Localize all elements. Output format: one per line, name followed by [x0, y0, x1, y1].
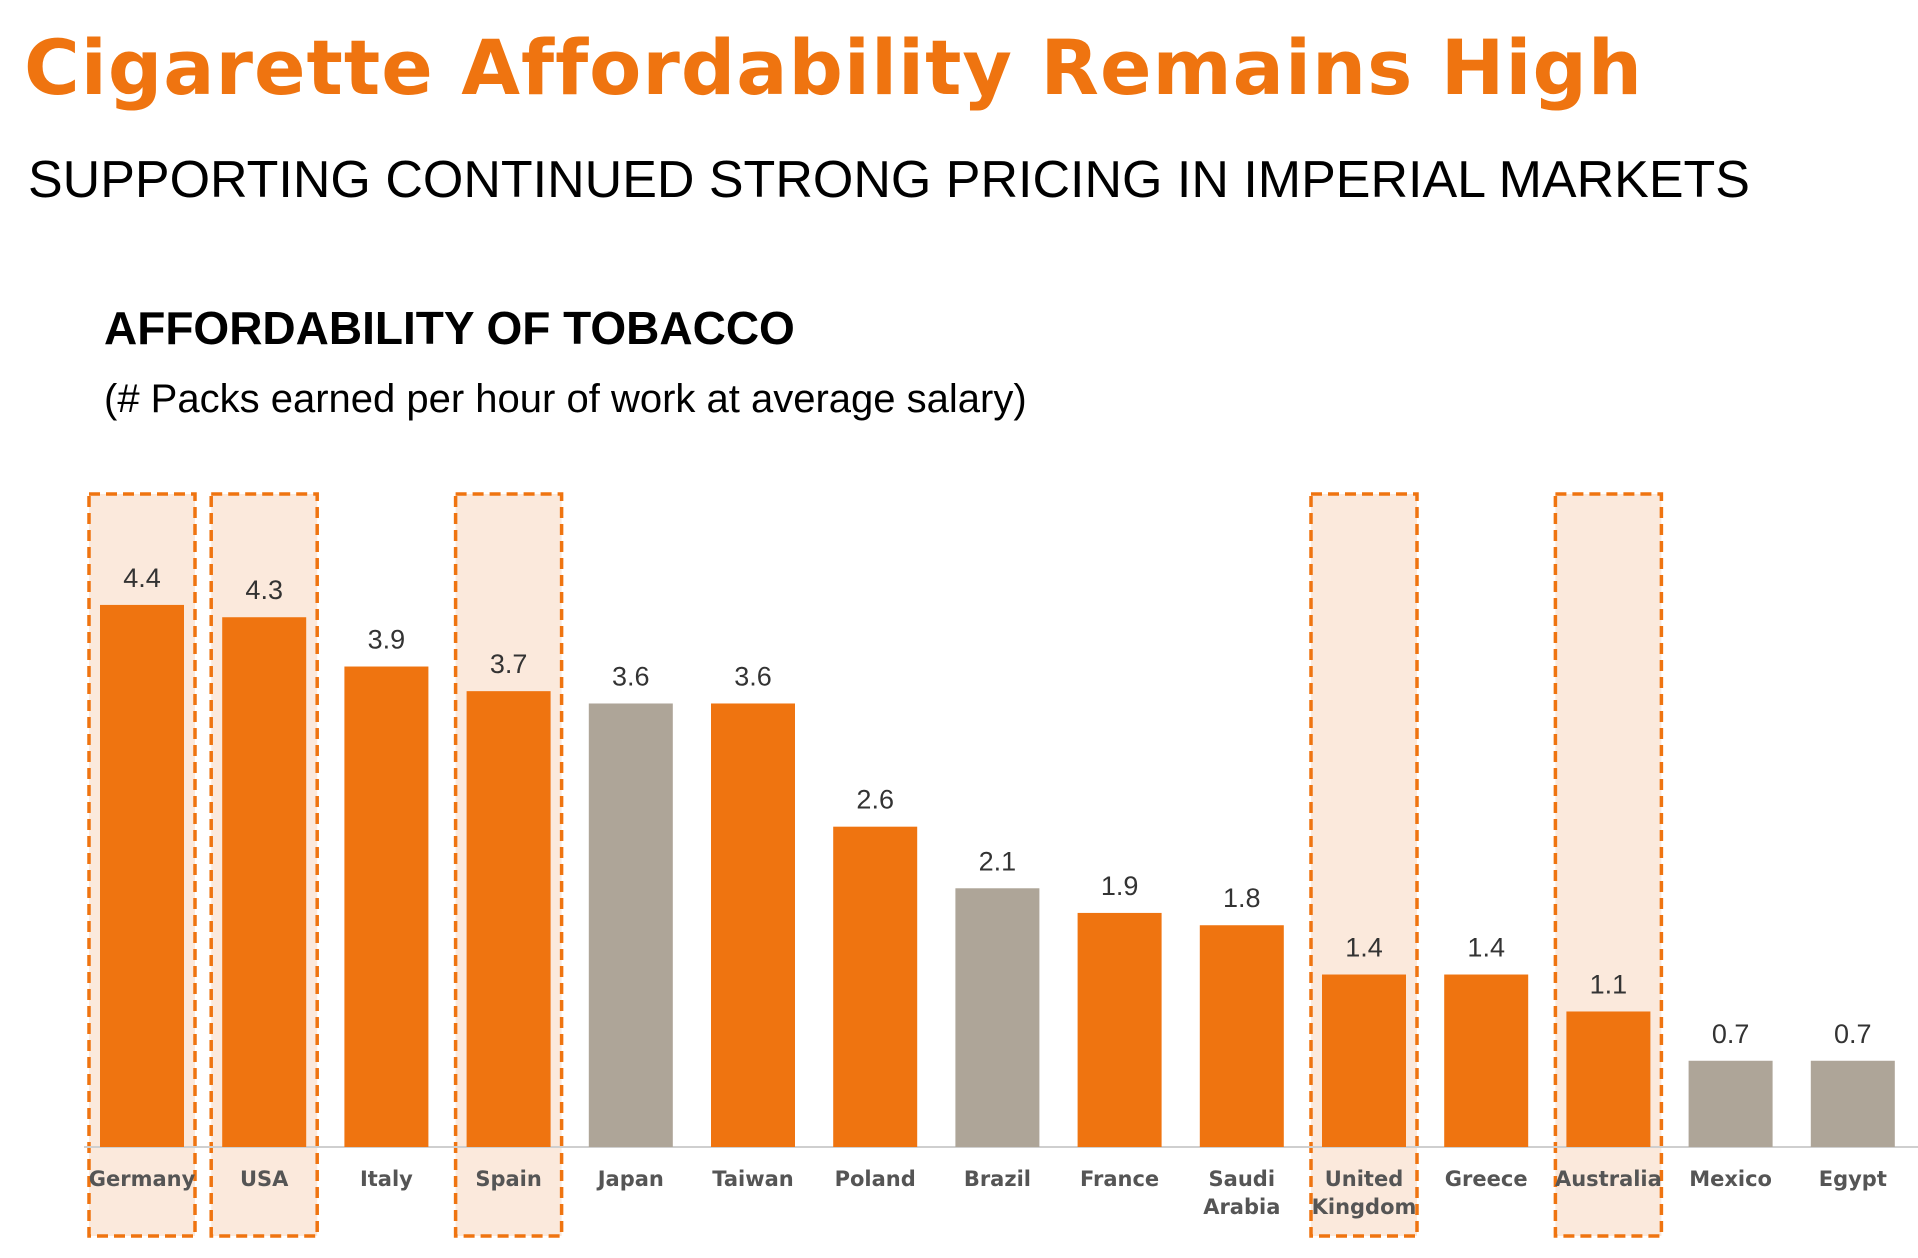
value-label-mexico: 0.7 — [1712, 1019, 1750, 1049]
bar-poland — [833, 826, 918, 1147]
category-label-united-kingdom: United Kingdom — [1312, 1167, 1417, 1219]
category-label-saudi-arabia: Saudi Arabia — [1203, 1167, 1280, 1219]
bar-greece — [1444, 974, 1529, 1147]
bar-germany — [100, 604, 184, 1147]
category-label-taiwan: Taiwan — [712, 1167, 794, 1191]
value-label-saudi-arabia: 1.8 — [1223, 883, 1261, 913]
bar-japan — [588, 703, 673, 1147]
value-label-spain: 3.7 — [490, 649, 528, 679]
category-label-brazil: Brazil — [964, 1167, 1031, 1191]
value-labels: 4.4 4.3 3.9 3.7 3.6 3.6 2.6 2.1 1.9 1.8 1.4 1.4 1.1 0… — [123, 563, 1871, 1049]
value-label-usa: 4.3 — [245, 575, 283, 605]
category-label-usa: USA — [240, 1167, 289, 1191]
category-label-egypt: Egypt — [1819, 1167, 1887, 1191]
category-label-poland: Poland — [835, 1167, 916, 1191]
category-labels: Germany USA Italy Spain Japan Taiwan Poland Bra… — [89, 1167, 1887, 1219]
value-label-italy: 3.9 — [368, 625, 406, 655]
bar-egypt — [1810, 1060, 1895, 1147]
category-label-greece: Greece — [1445, 1167, 1528, 1191]
category-label-france: France — [1080, 1167, 1159, 1191]
chart-title: AFFORDABILITY OF TOBACCO — [104, 302, 795, 354]
value-label-germany: 4.4 — [123, 563, 161, 593]
bar-usa — [222, 617, 307, 1147]
bar-united-kingdom — [1322, 974, 1406, 1147]
value-label-egypt: 0.7 — [1834, 1019, 1872, 1049]
bar-taiwan — [711, 703, 795, 1147]
bar-italy — [344, 666, 429, 1147]
category-label-germany: Germany — [89, 1167, 196, 1191]
category-label-japan: Japan — [596, 1167, 664, 1191]
page-title: Cigarette Affordability Remains High — [24, 23, 1643, 112]
value-label-united-kingdom: 1.4 — [1345, 933, 1383, 963]
value-label-greece: 1.4 — [1467, 933, 1505, 963]
value-label-japan: 3.6 — [612, 661, 650, 691]
bar-spain — [466, 691, 551, 1147]
bar-mexico — [1688, 1060, 1773, 1147]
category-label-australia: Australia — [1555, 1167, 1662, 1191]
category-label-spain: Spain — [475, 1167, 541, 1191]
bar-brazil — [955, 888, 1040, 1147]
value-label-france: 1.9 — [1101, 871, 1139, 901]
bars — [100, 604, 1895, 1147]
value-label-brazil: 2.1 — [979, 846, 1017, 876]
value-label-taiwan: 3.6 — [734, 661, 772, 691]
bar-saudi-arabia — [1199, 925, 1284, 1147]
chart-subtitle: (# Packs earned per hour of work at aver… — [104, 377, 1027, 421]
category-label-mexico: Mexico — [1689, 1167, 1772, 1191]
category-label-italy: Italy — [360, 1167, 413, 1191]
bar-france — [1077, 912, 1162, 1147]
bar-australia — [1566, 1011, 1651, 1147]
value-label-poland: 2.6 — [856, 785, 894, 815]
page-subtitle: SUPPORTING CONTINUED STRONG PRICING IN I… — [28, 151, 1750, 209]
value-label-australia: 1.1 — [1590, 969, 1628, 999]
